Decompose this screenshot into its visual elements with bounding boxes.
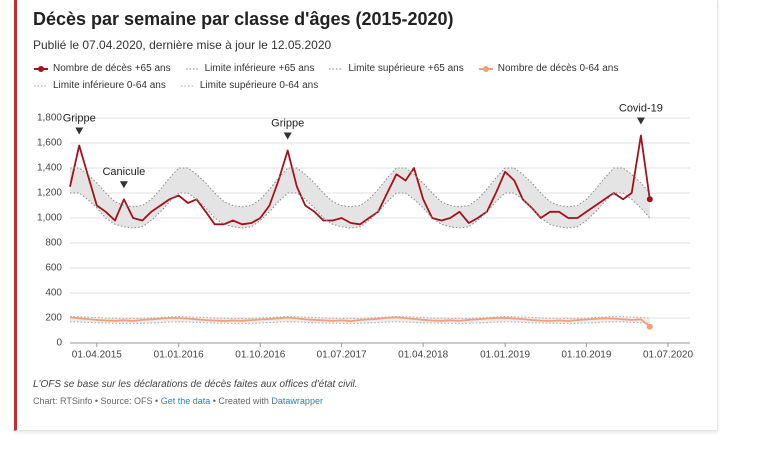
legend-label: Nombre de décès +65 ans (53, 63, 171, 74)
legend-item: Limite inférieure +65 ans (185, 63, 315, 74)
legend-label: Limite supérieure +65 ans (348, 63, 464, 74)
annotation-label: Grippe (271, 117, 304, 129)
x-tick-label: 01.01.2019 (480, 350, 530, 361)
x-tick-label: 01.07.2020 (643, 350, 693, 361)
legend-swatch (180, 85, 195, 86)
x-tick-label: 01.10.2016 (235, 350, 285, 361)
datawrapper-link[interactable]: Datawrapper (271, 396, 323, 406)
legend-dot (482, 65, 489, 72)
legend-item: Limite supérieure +65 ans (328, 63, 464, 74)
y-tick-label: 200 (45, 313, 62, 324)
legend-label: Limite inférieure +65 ans (204, 63, 315, 74)
note: L'OFS se base sur les déclarations de dé… (33, 379, 358, 390)
annotation-arrow (75, 127, 84, 135)
y-tick-label: 600 (45, 263, 62, 274)
annotation-label: Covid-19 (619, 102, 663, 114)
card (14, 0, 718, 431)
chart-title: Décès par semaine par classe d'âges (201… (33, 9, 454, 29)
annotation-arrow (636, 117, 645, 125)
chart-subtitle: Publié le 07.04.2020, dernière mise à jo… (33, 38, 332, 52)
legend-item: Nombre de décès 0-64 ans (478, 63, 619, 74)
legend-item: Limite supérieure 0-64 ans (180, 80, 318, 91)
series-line (69, 316, 651, 328)
legend: Nombre de décès +65 ans Limite inférieure… (33, 63, 713, 91)
y-tick-label: 800 (45, 238, 62, 249)
series-line (70, 192, 651, 229)
legend-swatch (329, 68, 344, 69)
y-tick-label: 1,200 (37, 188, 62, 199)
y-tick-label: 400 (45, 288, 62, 299)
y-tick-label: 1,600 (37, 138, 62, 149)
annotation-label: Canicule (102, 166, 145, 178)
y-tick-label: 1,800 (37, 113, 62, 124)
legend-label: Nombre de décès 0-64 ans (497, 63, 619, 74)
x-tick-label: 01.07.2017 (317, 350, 367, 361)
band (70, 168, 650, 228)
annotation-arrow (283, 132, 292, 140)
legend-label: Limite inférieure 0-64 ans (53, 80, 166, 91)
legend-swatch (34, 65, 48, 72)
series-line (69, 321, 650, 324)
series-line (69, 134, 651, 226)
legend-item: Limite inférieure 0-64 ans (33, 80, 166, 91)
credit-text: • Created with (210, 396, 272, 406)
legend-label: Limite supérieure 0-64 ans (199, 80, 319, 91)
end-marker (646, 196, 653, 203)
x-tick-label: 01.10.2019 (561, 350, 611, 361)
legend-swatch (478, 65, 493, 72)
legend-dot (38, 65, 44, 72)
legend-item: Nombre de décès +65 ans (33, 63, 171, 74)
legend-swatch (185, 68, 200, 69)
annotation-label: Grippe (63, 112, 96, 124)
credit-text: Chart: RTSinfo • Source: OFS • (33, 396, 161, 406)
annotation-arrow (119, 181, 128, 189)
legend-swatch (34, 85, 48, 86)
y-tick-label: 1,000 (37, 213, 62, 224)
credit: Chart: RTSinfo • Source: OFS • Get the d… (33, 396, 323, 406)
y-tick-label: 0 (56, 338, 62, 349)
get-data-link[interactable]: Get the data (160, 396, 211, 406)
series-line (69, 316, 650, 319)
x-tick-label: 01.04.2018 (398, 350, 448, 361)
y-tick-label: 1,400 (37, 163, 62, 174)
x-tick-label: 01.01.2016 (154, 350, 204, 361)
x-tick-label: 01.04.2015 (72, 350, 122, 361)
end-marker (646, 323, 653, 330)
